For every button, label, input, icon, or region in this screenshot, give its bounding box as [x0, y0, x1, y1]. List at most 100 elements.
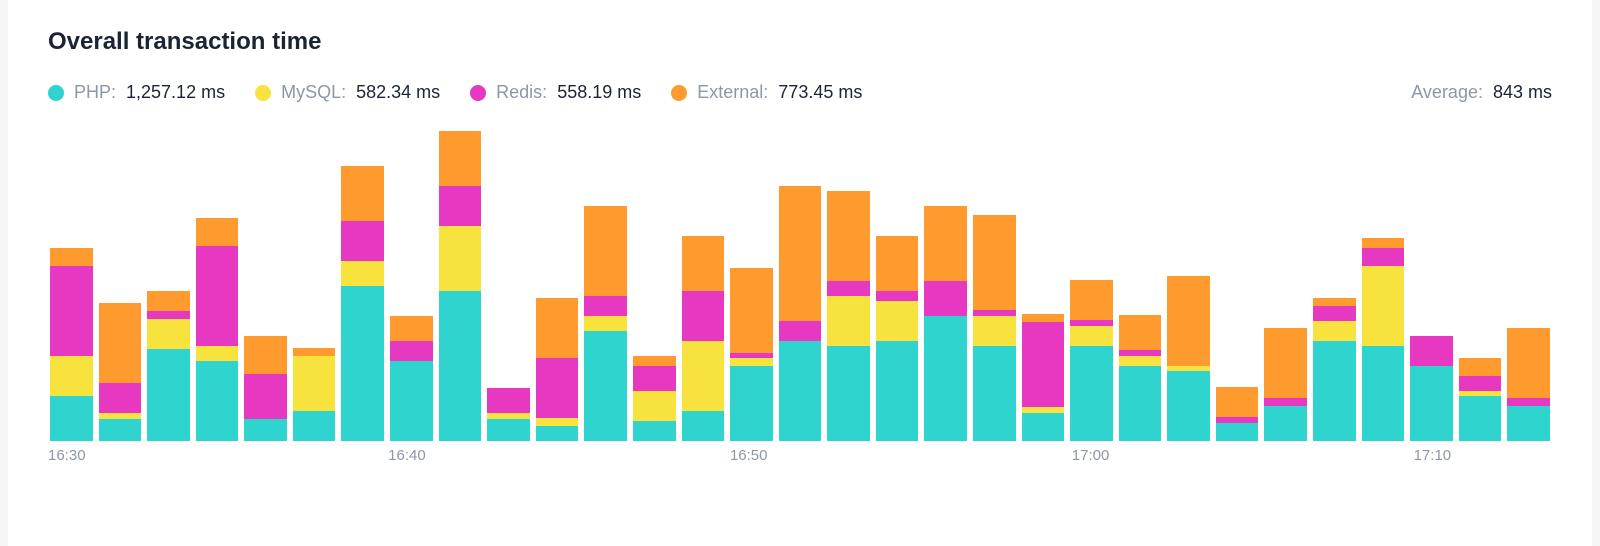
legend-item-external[interactable]: External: 773.45 ms	[671, 82, 862, 103]
bar-segment-php	[1070, 346, 1113, 441]
bar-segment-php	[924, 316, 967, 441]
bar-segment-php	[779, 341, 822, 441]
panel-title: Overall transaction time	[48, 28, 1552, 56]
chart-bar[interactable]	[147, 291, 190, 441]
chart-plot-area	[48, 131, 1552, 441]
bar-segment-external	[779, 186, 822, 321]
x-axis-tick: 16:50	[730, 447, 768, 464]
bar-segment-redis	[1264, 398, 1307, 406]
bar-segment-mysql	[973, 316, 1016, 346]
chart-bar[interactable]	[293, 348, 336, 441]
bar-segment-php	[584, 331, 627, 441]
chart-bar[interactable]	[536, 298, 579, 441]
legend-item-redis[interactable]: Redis: 558.19 ms	[470, 82, 641, 103]
legend-label-redis: Redis:	[496, 82, 547, 103]
bar-segment-php	[487, 419, 530, 441]
chart-bar[interactable]	[827, 191, 870, 441]
chart-bar[interactable]	[1264, 328, 1307, 441]
bar-segment-redis	[147, 311, 190, 319]
chart-bar[interactable]	[1507, 328, 1550, 441]
chart-bar[interactable]	[196, 218, 239, 441]
swatch-mysql	[255, 85, 271, 101]
average-readout: Average: 843 ms	[1411, 82, 1552, 103]
bar-segment-mysql	[147, 319, 190, 349]
bar-segment-mysql	[827, 296, 870, 346]
chart-bar[interactable]	[1022, 314, 1065, 441]
legend-item-php[interactable]: PHP: 1,257.12 ms	[48, 82, 225, 103]
legend-item-mysql[interactable]: MySQL: 582.34 ms	[255, 82, 440, 103]
bar-segment-redis	[536, 358, 579, 418]
chart-bar[interactable]	[1459, 358, 1502, 441]
legend-label-external: External:	[697, 82, 768, 103]
legend-value-php: 1,257.12 ms	[126, 82, 225, 103]
bar-segment-redis	[390, 341, 433, 361]
bar-segment-php	[293, 411, 336, 441]
bar-segment-php	[1362, 346, 1405, 441]
x-axis-tick: 17:10	[1414, 447, 1452, 464]
bar-segment-external	[293, 348, 336, 356]
bar-segment-redis	[196, 246, 239, 346]
bar-segment-php	[1264, 406, 1307, 441]
chart-bar[interactable]	[1070, 280, 1113, 441]
bar-segment-redis	[682, 291, 725, 341]
bar-segment-mysql	[682, 341, 725, 411]
bar-segment-external	[682, 236, 725, 291]
chart-bar[interactable]	[1119, 315, 1162, 441]
bar-segment-redis	[1362, 248, 1405, 266]
chart-bar[interactable]	[341, 166, 384, 441]
bar-segment-php	[1216, 423, 1259, 441]
legend-label-php: PHP:	[74, 82, 116, 103]
x-axis-tick: 16:40	[388, 447, 426, 464]
bar-segment-redis	[99, 383, 142, 413]
legend-row: PHP: 1,257.12 ms MySQL: 582.34 ms Redis:…	[48, 82, 1552, 103]
chart-bar[interactable]	[924, 206, 967, 441]
bar-segment-redis	[341, 221, 384, 261]
bar-segment-external	[99, 303, 142, 383]
bar-segment-php	[876, 341, 919, 441]
bar-segment-php	[99, 419, 142, 441]
bar-segment-redis	[1022, 322, 1065, 407]
chart-bar[interactable]	[390, 316, 433, 441]
chart-bar[interactable]	[730, 268, 773, 441]
bar-segment-redis	[487, 388, 530, 413]
chart-bar[interactable]	[1167, 276, 1210, 441]
chart-bar[interactable]	[1313, 298, 1356, 441]
chart-bar[interactable]	[244, 336, 287, 441]
bar-segment-external	[633, 356, 676, 366]
bar-segment-external	[1216, 387, 1259, 417]
bar-segment-external	[536, 298, 579, 358]
chart-bar[interactable]	[99, 303, 142, 441]
bar-segment-redis	[244, 374, 287, 419]
bar-segment-mysql	[730, 358, 773, 366]
bar-segment-mysql	[196, 346, 239, 361]
bar-segment-redis	[50, 266, 93, 356]
bar-segment-mysql	[1070, 326, 1113, 346]
bar-segment-external	[876, 236, 919, 291]
chart-x-axis: 16:3016:4016:5017:0017:10	[48, 447, 1552, 467]
chart-bar[interactable]	[50, 248, 93, 441]
chart-bar[interactable]	[779, 186, 822, 441]
chart-bar[interactable]	[973, 215, 1016, 441]
bar-segment-php	[1119, 366, 1162, 441]
chart-bar[interactable]	[1362, 238, 1405, 441]
bar-segment-php	[390, 361, 433, 441]
bar-segment-external	[1362, 238, 1405, 248]
bar-segment-php	[1410, 366, 1453, 441]
bar-segment-mysql	[439, 226, 482, 291]
bar-segment-php	[341, 286, 384, 441]
chart-bar[interactable]	[487, 388, 530, 441]
average-label: Average:	[1411, 82, 1483, 103]
bar-segment-redis	[827, 281, 870, 296]
chart-bar[interactable]	[584, 206, 627, 441]
chart-bar[interactable]	[1410, 336, 1453, 441]
bar-segment-external	[973, 215, 1016, 310]
chart-bar[interactable]	[1216, 387, 1259, 441]
bar-segment-mysql	[1362, 266, 1405, 346]
chart-bar[interactable]	[439, 131, 482, 441]
chart-bar[interactable]	[876, 236, 919, 441]
bar-segment-external	[1507, 328, 1550, 398]
chart-bar[interactable]	[682, 236, 725, 441]
bar-segment-external	[1313, 298, 1356, 306]
chart-bar[interactable]	[633, 356, 676, 441]
bar-segment-php	[1459, 396, 1502, 441]
